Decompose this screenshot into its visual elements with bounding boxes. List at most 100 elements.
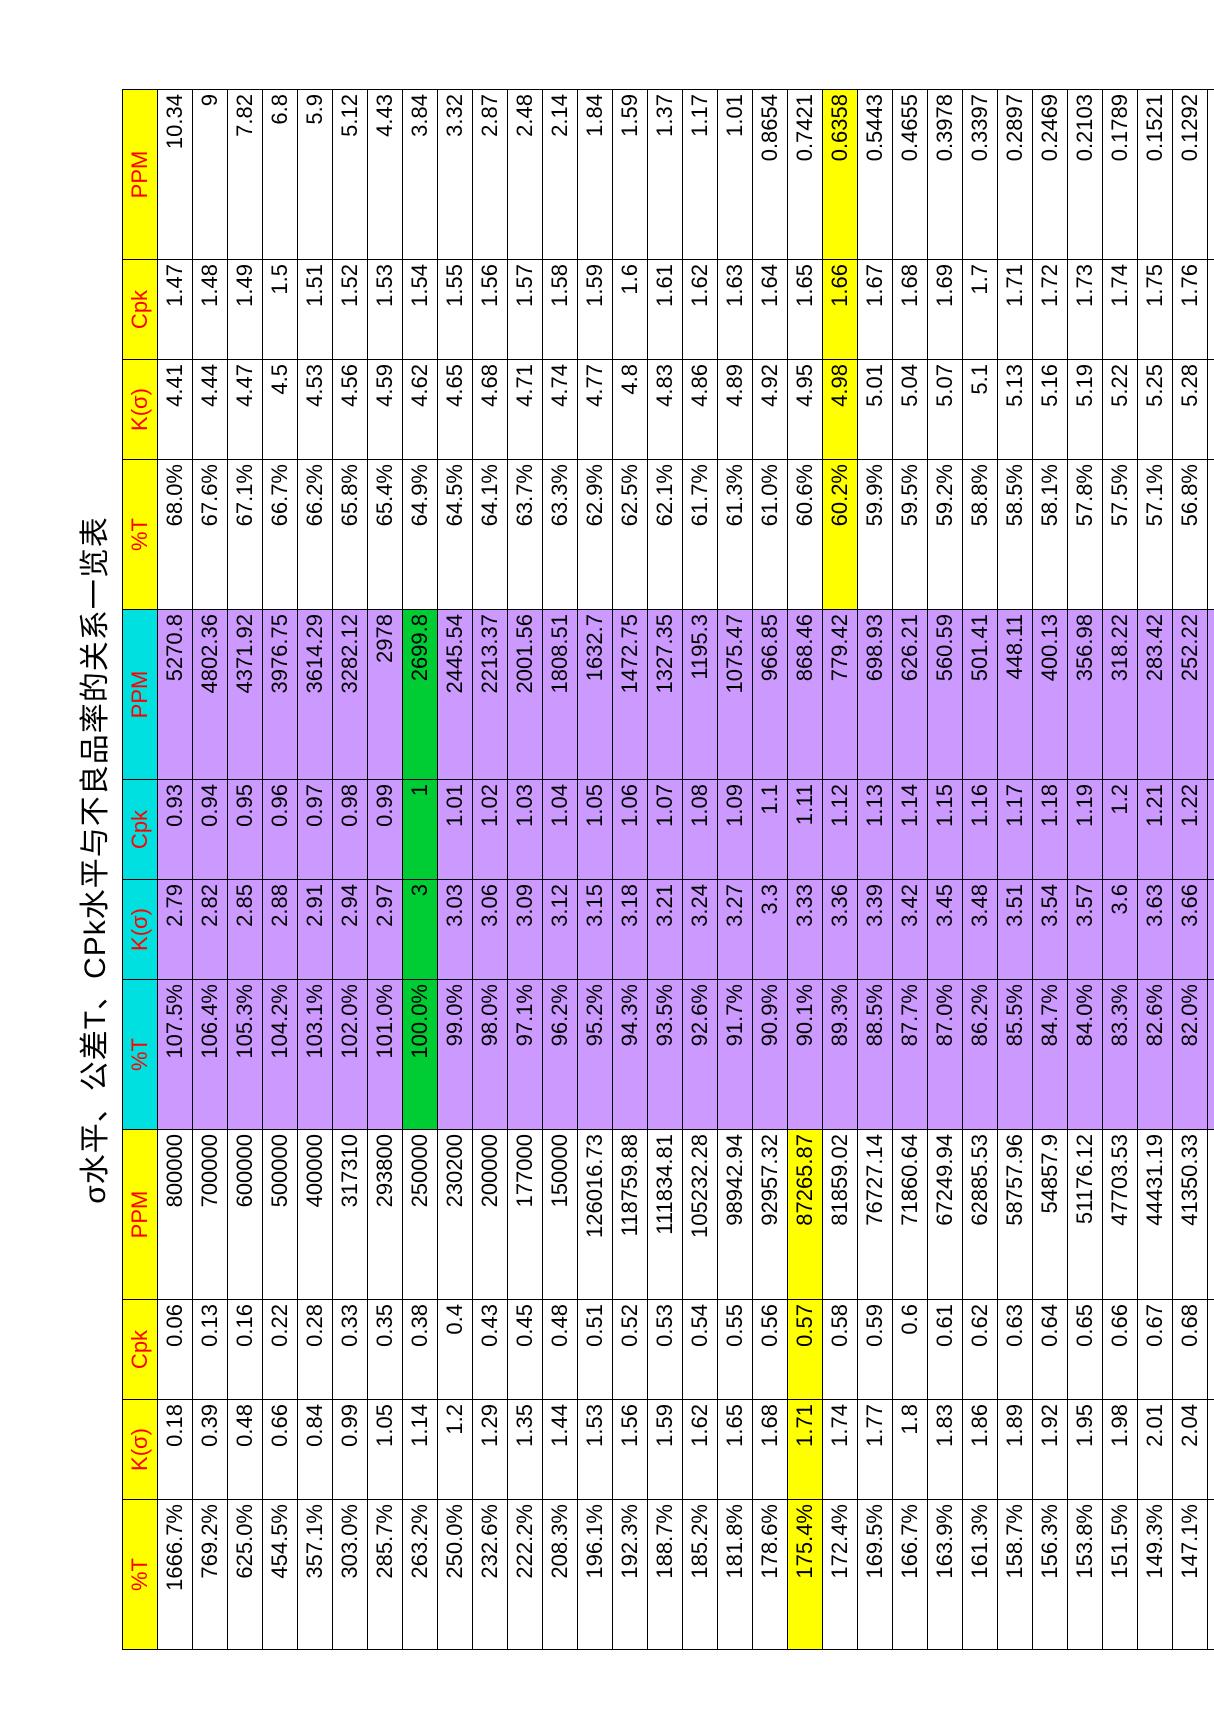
table-cell: 0.8654 (753, 90, 788, 260)
table-cell: 0.95 (228, 780, 263, 880)
table-row: 285.7%1.050.35293800101.0%2.970.99297865… (368, 90, 403, 1650)
table-cell: 1.72 (1033, 260, 1068, 360)
table-cell: 1.74 (1103, 260, 1138, 360)
table-cell: 454.5% (263, 1500, 298, 1650)
table-cell: 3.69 (1208, 880, 1214, 980)
table-cell: 1.1 (753, 780, 788, 880)
table-cell: 1.05 (578, 780, 613, 880)
table-cell: 1.67 (858, 260, 893, 360)
table-cell: 156.3% (1033, 1500, 1068, 1650)
table-cell: 7.82 (228, 90, 263, 260)
header-cell: Cpk (123, 1300, 158, 1400)
table-cell: 2699.8 (403, 610, 438, 780)
table-cell: 1.53 (578, 1400, 613, 1500)
table-cell: 68.0% (158, 460, 193, 610)
table-cell: 5.04 (893, 360, 928, 460)
table-cell: 4.56 (333, 360, 368, 460)
table-cell: 82.6% (1138, 980, 1173, 1130)
table-cell: 181.8% (718, 1500, 753, 1650)
table-cell: 1.71 (998, 260, 1033, 360)
table-cell: 3.54 (1033, 880, 1068, 980)
table-cell: 60.6% (788, 460, 823, 610)
table-cell: 1.68 (893, 260, 928, 360)
table-cell: 67249.94 (928, 1130, 963, 1300)
table-cell: 1.22 (1173, 780, 1208, 880)
table-row: 222.2%1.350.4517700097.1%3.091.032001.56… (508, 90, 543, 1650)
table-cell: 0.58 (823, 1300, 858, 1400)
table-cell: 153.8% (1068, 1500, 1103, 1650)
header-cell: %T (123, 460, 158, 610)
table-cell: 3976.75 (263, 610, 298, 780)
table-cell: 0.39 (193, 1400, 228, 1500)
table-row: 147.1%2.040.6841350.3382.0%3.661.22252.2… (1173, 90, 1208, 1650)
header-cell: Cpk (123, 780, 158, 880)
table-cell: 104.2% (263, 980, 298, 1130)
table-cell: 357.1% (298, 1500, 333, 1650)
table-cell: 1.8 (893, 1400, 928, 1500)
table-row: 166.7%1.80.671860.6487.7%3.421.14626.215… (893, 90, 928, 1650)
table-cell: 5.28 (1173, 360, 1208, 460)
table-cell: 3.33 (788, 880, 823, 980)
table-cell: 3.48 (963, 880, 998, 980)
table-cell: 1.49 (228, 260, 263, 360)
table-cell: 600000 (228, 1130, 263, 1300)
table-cell: 3.27 (718, 880, 753, 980)
header-cell: %T (123, 1500, 158, 1650)
table-cell: 1.47 (158, 260, 193, 360)
table-cell: 285.7% (368, 1500, 403, 1650)
table-row: 188.7%1.590.53111834.8193.5%3.211.071327… (648, 90, 683, 1650)
table-cell: 102.0% (333, 980, 368, 1130)
table-cell: 0.1292 (1173, 90, 1208, 260)
table-cell: 178.6% (753, 1500, 788, 1650)
table-cell: 1.65 (718, 1400, 753, 1500)
table-cell: 317310 (333, 1130, 368, 1300)
table-cell: 0.33 (333, 1300, 368, 1400)
table-cell: 66.7% (263, 460, 298, 610)
table-cell: 252.22 (1173, 610, 1208, 780)
table-cell: 0.67 (1138, 1300, 1173, 1400)
table-cell: 5.12 (333, 90, 368, 260)
table-cell: 5.07 (928, 360, 963, 460)
table-cell: 4802.36 (193, 610, 228, 780)
table-cell: 0.35 (368, 1300, 403, 1400)
table-cell: 0.2469 (1033, 90, 1068, 260)
table-cell: 4.5 (263, 360, 298, 460)
table-cell: 56.8% (1173, 460, 1208, 610)
table-cell: 1.17 (683, 90, 718, 260)
table-cell: 5.22 (1103, 360, 1138, 460)
table-row: 161.3%1.860.6262885.5386.2%3.481.16501.4… (963, 90, 998, 1650)
table-cell: 83.3% (1103, 980, 1138, 1130)
table-cell: 4.83 (648, 360, 683, 460)
table-cell: 1.59 (648, 1400, 683, 1500)
table-cell: 0.28 (298, 1300, 333, 1400)
table-cell: 66.2% (298, 460, 333, 610)
table-cell: 1.76 (1173, 260, 1208, 360)
table-cell: 4.92 (753, 360, 788, 460)
table-cell: 0.3397 (963, 90, 998, 260)
table-cell: 4.89 (718, 360, 753, 460)
table-row: 178.6%1.680.5692957.3290.9%3.31.1966.856… (753, 90, 788, 1650)
table-cell: 1 (403, 780, 438, 880)
table-cell: 2.94 (333, 880, 368, 980)
header-cell: PPM (123, 90, 158, 260)
table-cell: 501.41 (963, 610, 998, 780)
table-cell: 106.4% (193, 980, 228, 1130)
table-cell: 2.87 (473, 90, 508, 260)
table-cell: 92.6% (683, 980, 718, 1130)
table-cell: 0.63 (998, 1300, 1033, 1400)
table-cell: 303.0% (333, 1500, 368, 1650)
table-cell: 1.69 (928, 260, 963, 360)
table-cell: 61.0% (753, 460, 788, 610)
table-cell: 200000 (473, 1130, 508, 1300)
table-cell: 10.34 (158, 90, 193, 260)
table-cell: 0.99 (333, 1400, 368, 1500)
table-cell: 144.9% (1208, 1500, 1214, 1650)
table-cell: 67.6% (193, 460, 228, 610)
table-cell: 1.74 (823, 1400, 858, 1500)
table-cell: 868.46 (788, 610, 823, 780)
table-cell: 3.09 (508, 880, 543, 980)
table-cell: 196.1% (578, 1500, 613, 1650)
table-cell: 149.3% (1138, 1500, 1173, 1650)
table-cell: 0.62 (963, 1300, 998, 1400)
table-row: 232.6%1.290.4320000098.0%3.061.022213.37… (473, 90, 508, 1650)
